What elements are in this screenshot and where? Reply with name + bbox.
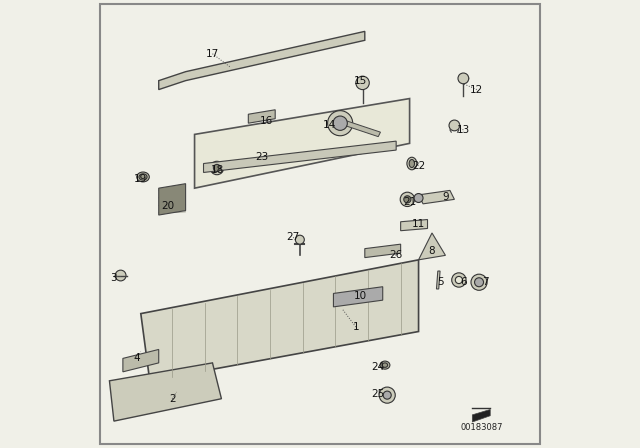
Circle shape: [452, 273, 466, 287]
Circle shape: [333, 116, 348, 130]
Text: 20: 20: [161, 201, 174, 211]
Circle shape: [328, 111, 353, 136]
Text: 10: 10: [354, 291, 367, 301]
Polygon shape: [333, 287, 383, 307]
Ellipse shape: [137, 172, 149, 182]
Circle shape: [383, 391, 391, 399]
Polygon shape: [436, 271, 440, 289]
Polygon shape: [419, 190, 454, 204]
Text: 3: 3: [111, 273, 117, 283]
Text: 11: 11: [412, 219, 425, 229]
Polygon shape: [195, 99, 410, 188]
Circle shape: [356, 76, 369, 90]
Polygon shape: [159, 31, 365, 90]
Polygon shape: [204, 141, 396, 172]
Circle shape: [379, 387, 396, 403]
Text: 17: 17: [206, 49, 219, 59]
Text: 16: 16: [260, 116, 273, 126]
Circle shape: [296, 235, 305, 244]
Text: 22: 22: [412, 161, 425, 171]
Text: 6: 6: [460, 277, 467, 287]
Text: 13: 13: [457, 125, 470, 135]
Text: 1: 1: [353, 322, 359, 332]
Polygon shape: [345, 121, 380, 137]
Polygon shape: [123, 349, 159, 372]
Text: 26: 26: [390, 250, 403, 260]
Polygon shape: [472, 409, 490, 422]
Text: 25: 25: [372, 389, 385, 399]
Text: 12: 12: [470, 85, 483, 95]
Polygon shape: [401, 220, 428, 231]
Polygon shape: [248, 110, 275, 123]
Text: 00183087: 00183087: [460, 423, 502, 432]
Circle shape: [449, 120, 460, 131]
Polygon shape: [109, 363, 221, 421]
Text: 21: 21: [403, 197, 416, 207]
Circle shape: [400, 192, 415, 207]
Circle shape: [404, 196, 411, 203]
Text: 14: 14: [323, 121, 335, 130]
Circle shape: [474, 278, 484, 287]
Text: 8: 8: [429, 246, 435, 256]
Text: 7: 7: [483, 277, 489, 287]
Ellipse shape: [407, 157, 417, 170]
Circle shape: [471, 274, 487, 290]
Text: 19: 19: [134, 174, 147, 184]
Ellipse shape: [380, 361, 390, 369]
Text: 15: 15: [354, 76, 367, 86]
Text: 24: 24: [372, 362, 385, 372]
Ellipse shape: [382, 363, 388, 367]
Circle shape: [213, 164, 221, 172]
Text: 23: 23: [255, 152, 268, 162]
Polygon shape: [419, 233, 445, 260]
Text: 27: 27: [287, 233, 300, 242]
Circle shape: [458, 73, 468, 84]
Circle shape: [115, 270, 126, 281]
Ellipse shape: [139, 174, 147, 180]
Circle shape: [414, 194, 423, 202]
Circle shape: [455, 276, 463, 284]
Text: 5: 5: [438, 277, 444, 287]
Circle shape: [211, 161, 224, 175]
Polygon shape: [365, 244, 401, 258]
Ellipse shape: [409, 159, 415, 168]
Polygon shape: [141, 260, 419, 381]
Text: 18: 18: [211, 165, 223, 175]
Polygon shape: [159, 184, 186, 215]
Text: 9: 9: [442, 192, 449, 202]
Text: 4: 4: [133, 353, 140, 363]
Text: 2: 2: [169, 394, 175, 404]
